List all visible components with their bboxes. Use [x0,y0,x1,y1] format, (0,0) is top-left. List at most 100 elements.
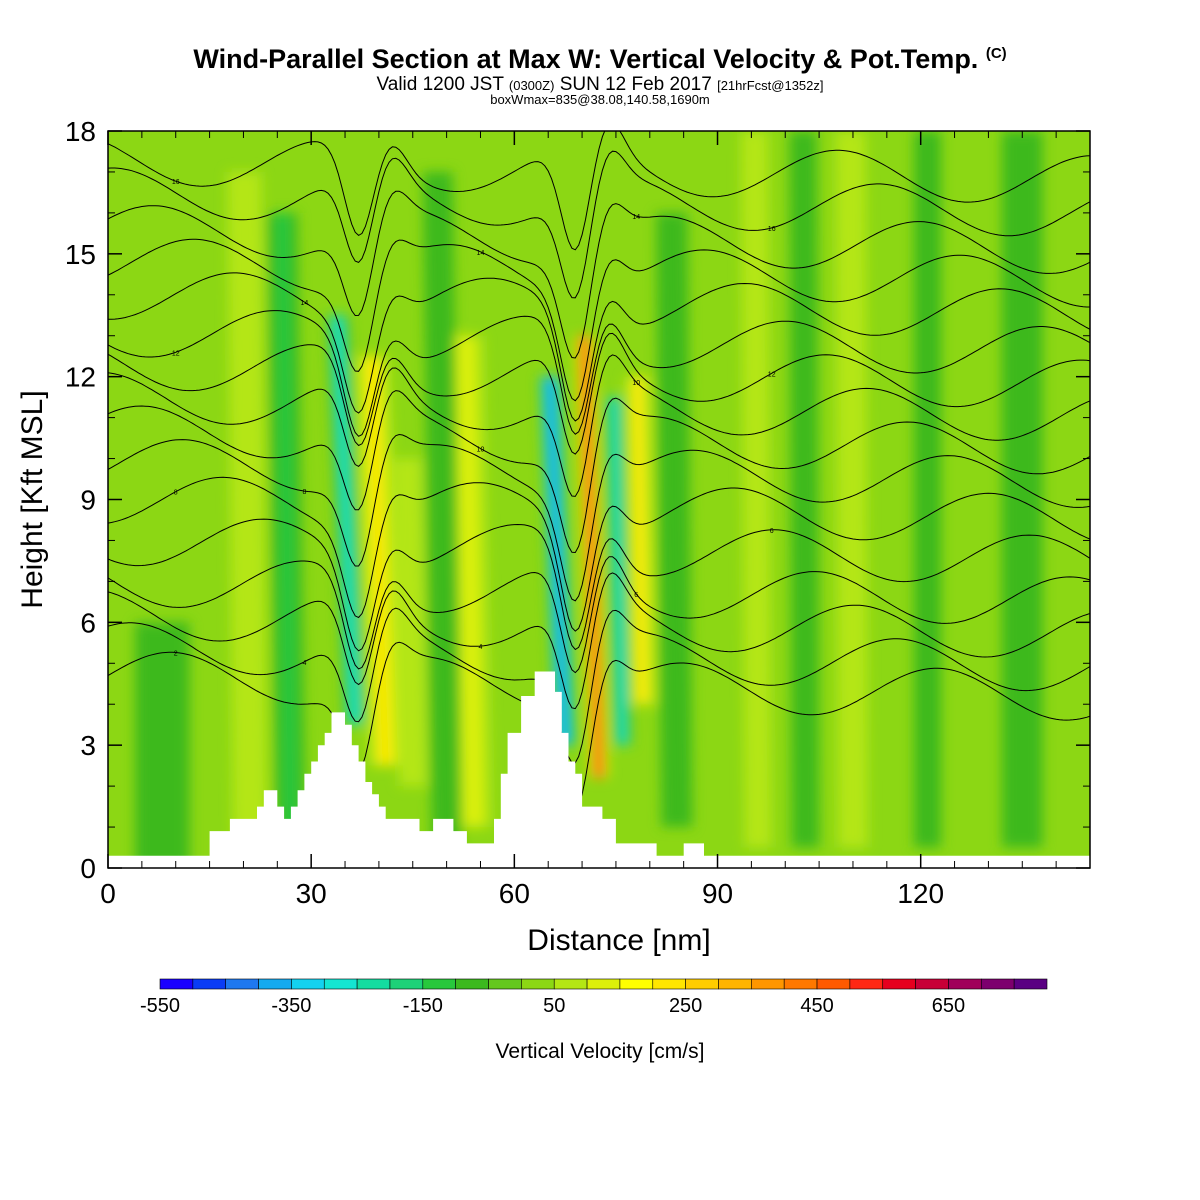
vv-band-14 [835,131,868,848]
pot-temp-label-2: 4 [479,644,483,651]
pot-temp-contour-14 [108,150,1090,299]
colorbar-swatch-13 [586,978,621,990]
vv-band-4-level-0 [227,171,268,868]
pot-temp-contour-2 [108,572,1090,710]
colorbar-swatch-15 [652,978,686,990]
vv-band-15-level-0 [913,131,942,848]
y-axis-label: Height [Kft MSL] [16,390,49,608]
pot-temp-label-10: 12 [172,350,180,357]
pot-temp-contour-0 [108,641,1090,812]
colorbar-swatch-22 [882,978,916,990]
colorbar-tick-50: 50 [543,995,565,1017]
pot-temp-contour-7 [108,390,1090,554]
colorbar-swatch-7 [389,978,424,990]
colorbar-swatch-0 [159,978,194,990]
colorbar-swatch-11 [521,978,555,990]
colorbar: -550 -350 -150 50 250 450 650 Vertical Velocity… [140,978,1048,1063]
pot-temp-contour-6 [108,433,1090,602]
vv-band-8-level-5 [582,335,601,778]
vv-band-0-level-2 [333,315,359,725]
pot-temp-contour-3 [108,556,1090,674]
vv-band-11 [656,212,693,828]
colorbar-swatch-5 [323,978,358,990]
pot-temp-label-5: 8 [174,490,178,497]
pot-temp-label-8: 10 [632,380,640,387]
pot-temp-label-1: 4 [302,660,306,667]
pot-temp-label-11: 14 [301,300,309,307]
vv-band-8 [574,335,609,778]
pot-temp-contour-10 [108,310,1090,437]
pot-temp-label-12: 14 [477,250,485,257]
colorbar-swatch-10 [488,978,522,990]
y-tick-label-18: 18 [65,116,96,147]
vv-band-9 [605,397,632,746]
pot-temp-contour-8 [108,354,1090,497]
x-tick-label-60: 60 [499,878,530,909]
vv-band-16-level-0 [1001,131,1043,848]
y-tick-label-0: 0 [80,853,96,884]
pot-temp-contour-11 [108,272,1090,422]
colorbar-swatch-25 [980,978,1015,990]
pot-temp-contour-4 [108,518,1090,652]
colorbar-swatch-8 [422,978,456,990]
pot-temp-label-15: 16 [172,179,180,186]
vv-band-2 [393,458,427,787]
vv-band-12-level-0 [741,131,772,848]
pot-temp-label-9: 12 [768,371,776,378]
pot-temp-contour-9 [108,332,1090,455]
vv-band-14-level-0 [835,131,868,848]
box-max-note: boxWmax=835@38.08,140.58,1690m [490,92,710,107]
x-axis-label: Distance [nm] [527,924,710,957]
pot-temp-label-14: 16 [768,226,776,233]
x-tick-label-0: 0 [100,878,116,909]
forecast-info: [21hrFcst@1352z] [717,78,824,93]
colorbar-swatch-2 [225,978,259,990]
pot-temp-label-7: 10 [477,447,485,454]
colorbar-swatch-3 [258,978,292,990]
colorbar-swatch-19 [783,978,818,990]
colorbar-label: Vertical Velocity [cm/s] [496,1040,705,1063]
x-tick-label-120: 120 [897,878,944,909]
y-tick-label-3: 3 [80,730,96,761]
vv-band-15 [913,131,942,848]
colorbar-swatch-9 [455,978,489,990]
utc-time: (0300Z) [508,78,555,93]
pot-temp-label-4: 6 [770,528,774,535]
colorbar-swatch-4 [291,978,325,990]
vv-band-10 [625,376,656,705]
pot-temp-contour-5 [108,476,1090,632]
pot-temp-contour-13 [108,190,1090,359]
colorbar-swatch-26 [1013,978,1048,990]
potential-temperature-contours: 2 4 4 6 6 8 8 10 10 12 12 14 14 14 16 16 [108,131,1090,812]
colorbar-swatch-18 [751,978,785,990]
y-tick-label-12: 12 [65,362,96,393]
colorbar-tick-250: 250 [669,995,702,1017]
colorbar-tick--350: -350 [271,995,311,1017]
x-tick-label-30: 30 [296,878,327,909]
vv-band-17-level-0 [135,622,190,868]
pot-temp-label-3: 6 [634,592,638,599]
colorbar-swatch-21 [849,978,884,990]
colorbar-tick--150: -150 [403,995,443,1017]
vv-band-7-level-4 [547,376,568,746]
vv-band-16 [1001,131,1043,848]
colorbar-swatch-20 [816,978,851,990]
chart-subtitle: Valid 1200 JST (0300Z) SUN 12 Feb 2017 [… [376,74,824,95]
colorbar-swatch-17 [718,978,752,990]
colorbar-tick-450: 450 [800,995,833,1017]
vv-band-17 [135,622,190,868]
axes: 0 30 60 90 120 0 3 6 9 12 15 18 Distance [nm] Height … [16,116,1090,957]
terrain-profile [108,671,1090,868]
valid-date: SUN 12 Feb 2017 [559,74,712,95]
colorbar-tick-650: 650 [932,995,965,1017]
vv-band-4 [227,171,268,868]
colorbar-swatch-23 [915,978,949,990]
y-tick-label-9: 9 [80,485,96,516]
vv-band-6 [422,171,462,848]
pot-temp-contour-12 [108,238,1090,402]
vv-band-2-level-0 [393,458,427,787]
vv-band-9-level-2 [611,397,626,746]
vv-band-1 [355,356,402,766]
vv-band-10-level-2 [633,376,648,705]
